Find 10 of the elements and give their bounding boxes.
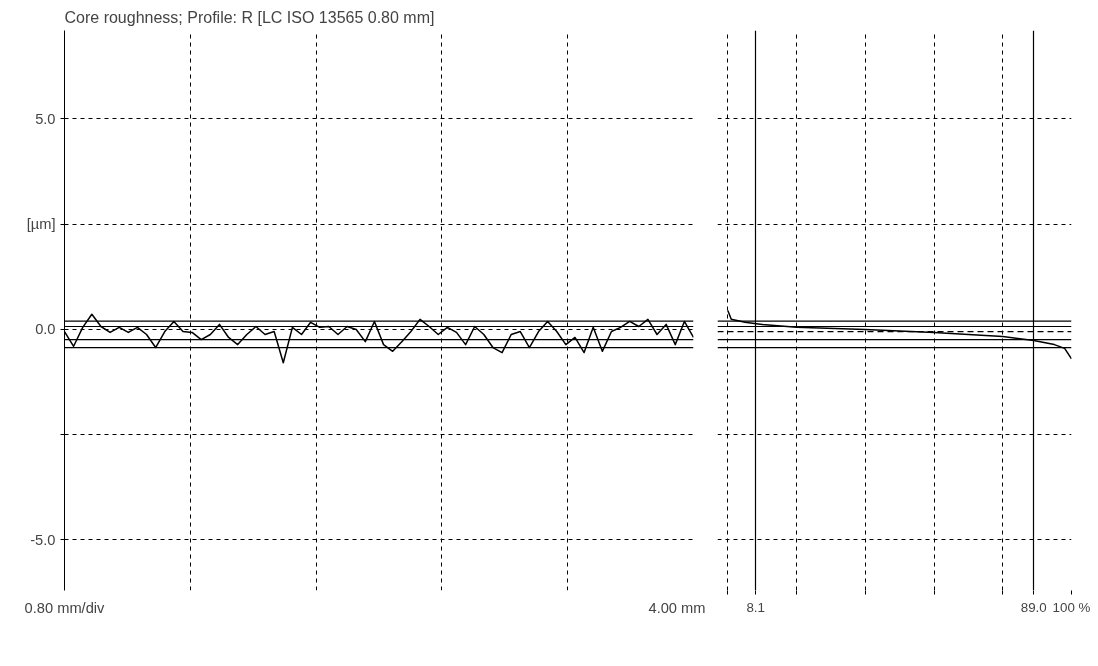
y-tick-label: 0.0	[35, 321, 56, 338]
x-tick-label: 89.0	[1020, 599, 1047, 615]
text: 4.00 mm	[648, 599, 706, 616]
text: 0.80 mm/div	[24, 599, 106, 616]
chart-title: Core roughness; Profile: R [LC ISO 13565 0.80 mm]	[64, 8, 435, 26]
x-tick-label: 8.1	[746, 599, 765, 615]
y-axis-title: [µm]	[26, 216, 56, 233]
x-tick-label: 100 %	[1052, 599, 1091, 615]
y-tick-label: 5.0	[35, 110, 56, 127]
y-tick-label: -5.0	[30, 531, 56, 548]
